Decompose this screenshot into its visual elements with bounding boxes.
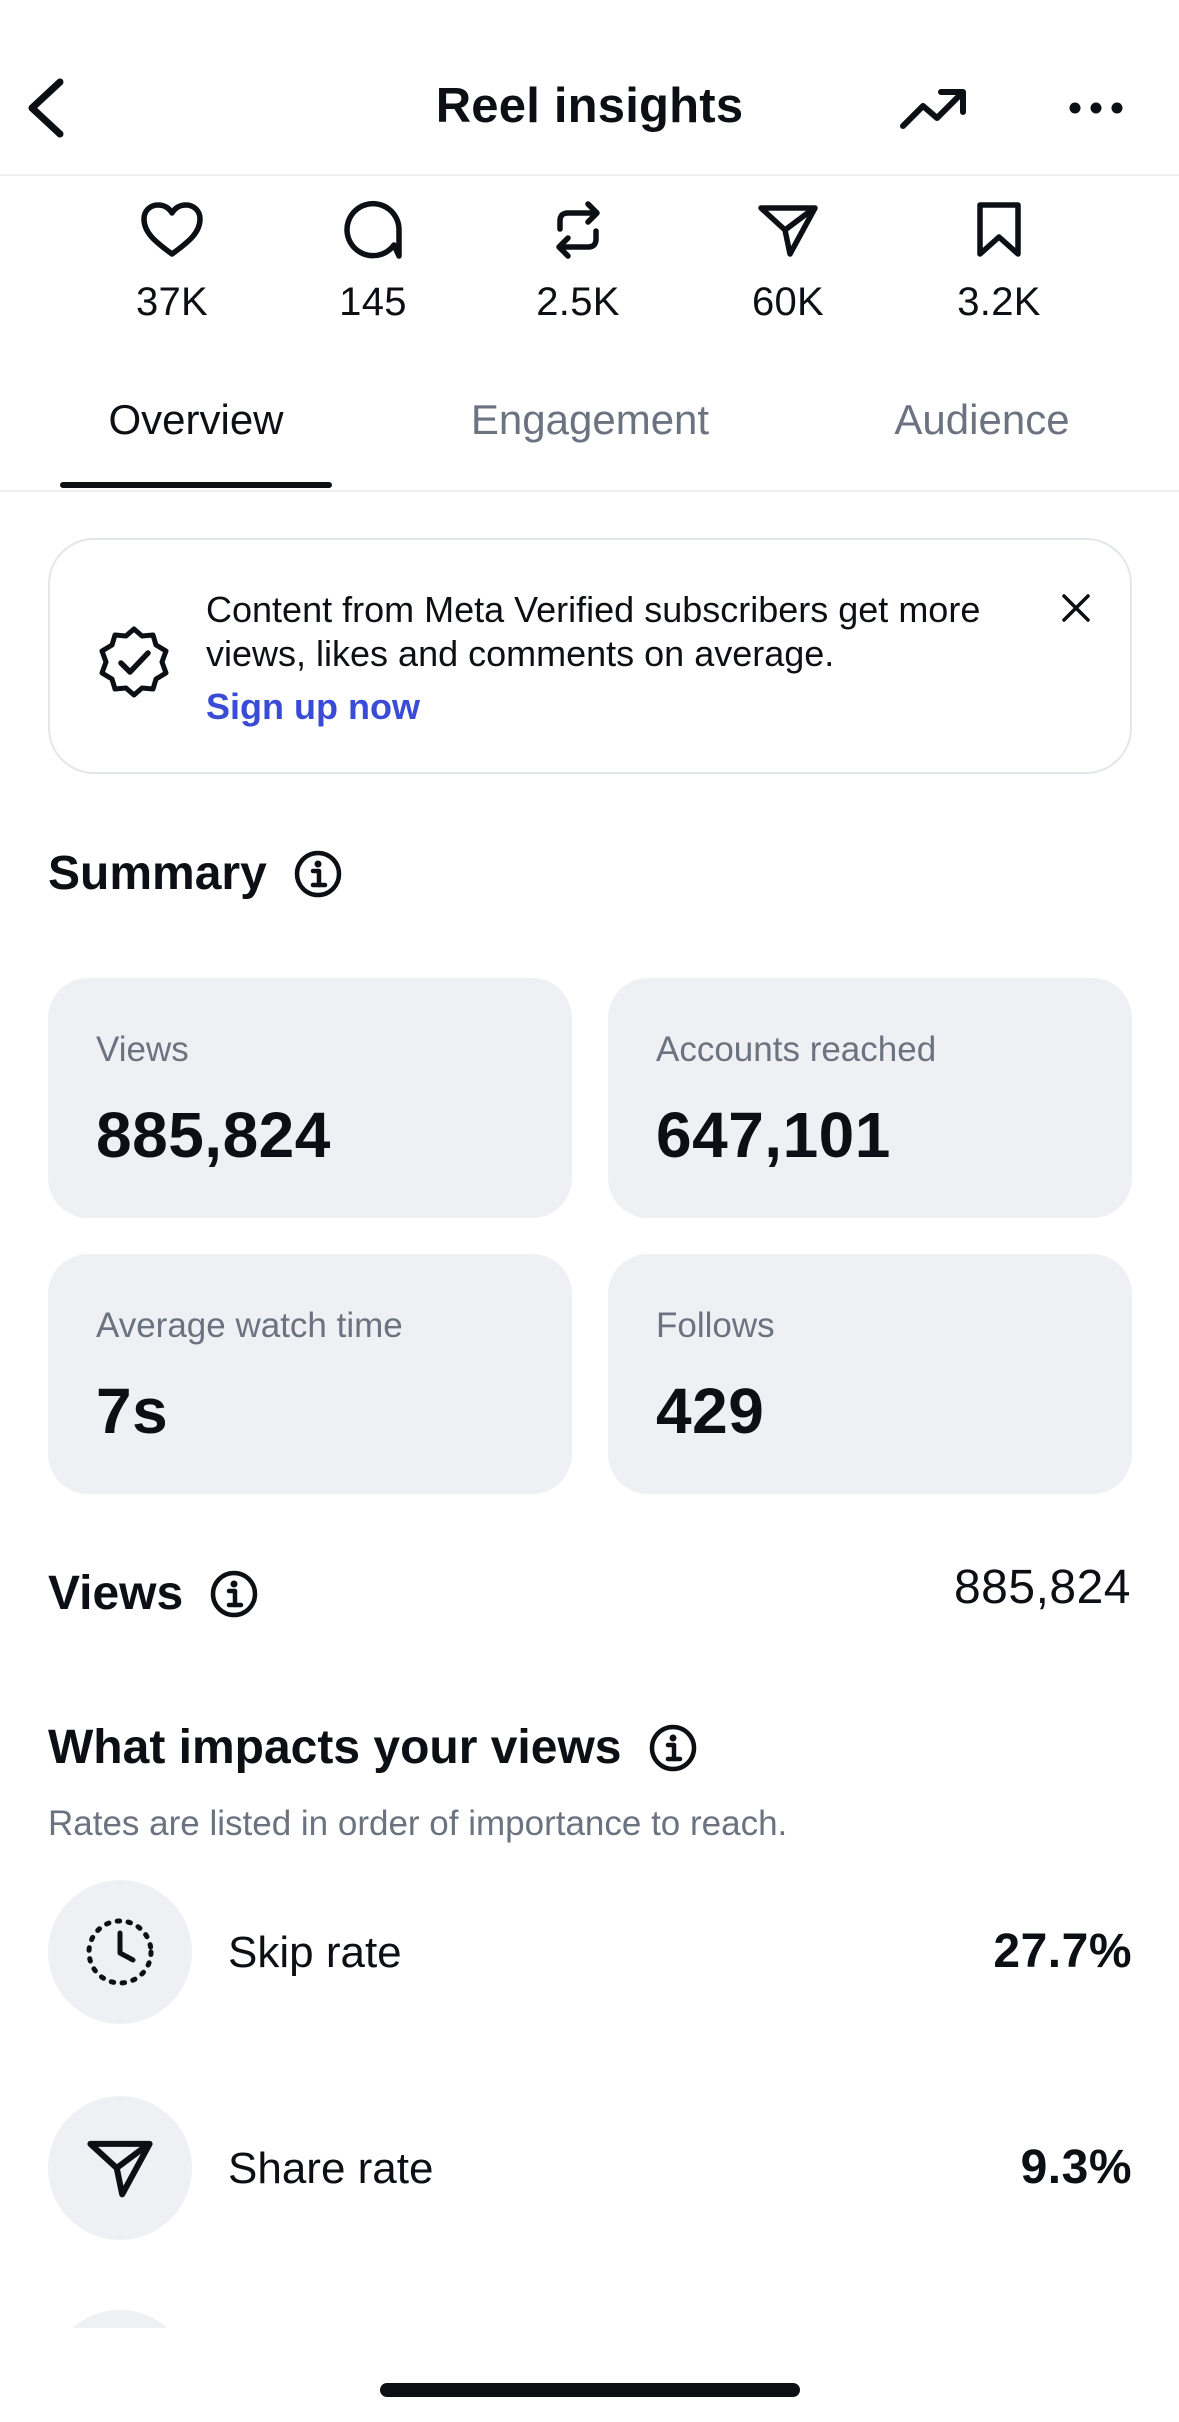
comments-stat[interactable]: 145 xyxy=(293,190,453,325)
comment-icon xyxy=(344,200,402,259)
active-tab-indicator xyxy=(60,482,332,488)
impacts-title: What impacts your views xyxy=(48,1721,622,1774)
card-value: 885,824 xyxy=(96,1099,331,1171)
verified-badge-icon xyxy=(96,624,172,700)
likes-stat[interactable]: 37K xyxy=(92,190,252,325)
share-icon xyxy=(758,205,818,257)
average-watch-time-card[interactable]: Average watch time 7s xyxy=(48,1254,572,1494)
card-label: Average watch time xyxy=(96,1306,403,1345)
share-rate-row[interactable]: Share rate 9.3% xyxy=(48,2096,1132,2240)
more-options-button[interactable] xyxy=(1060,80,1132,136)
reposts-count: 2.5K xyxy=(536,280,620,324)
card-value: 7s xyxy=(96,1375,169,1447)
bookmark-icon xyxy=(977,202,1021,257)
views-heading: Views xyxy=(48,1566,259,1621)
banner-message: Content from Meta Verified subscribers g… xyxy=(206,589,981,674)
chevron-left-icon xyxy=(28,78,64,138)
card-value: 429 xyxy=(656,1375,765,1447)
meta-verified-banner: Content from Meta Verified subscribers g… xyxy=(48,538,1132,774)
card-label: Views xyxy=(96,1030,189,1069)
impacts-subtitle: Rates are listed in order of importance … xyxy=(48,1804,788,1843)
follows-card[interactable]: Follows 429 xyxy=(608,1254,1132,1494)
likes-count: 37K xyxy=(135,280,209,324)
rate-label: Share rate xyxy=(228,2144,434,2193)
home-indicator[interactable] xyxy=(380,2383,800,2397)
card-label: Accounts reached xyxy=(656,1030,937,1069)
card-label: Follows xyxy=(656,1306,775,1345)
more-horizontal-icon xyxy=(1069,102,1123,114)
share-icon xyxy=(48,2096,192,2240)
summary-heading: Summary xyxy=(48,846,343,901)
impacts-heading: What impacts your views xyxy=(48,1720,698,1775)
reposts-stat[interactable]: 2.5K xyxy=(498,190,658,325)
heart-icon xyxy=(141,202,203,257)
back-button[interactable] xyxy=(18,72,74,144)
shares-count: 60K xyxy=(751,280,825,324)
info-icon[interactable] xyxy=(209,1569,259,1619)
comments-count: 145 xyxy=(339,280,407,324)
tab-audience[interactable]: Audience xyxy=(894,396,1070,443)
saves-stat[interactable]: 3.2K xyxy=(919,190,1079,325)
tab-engagement[interactable]: Engagement xyxy=(470,396,710,443)
banner-close-button[interactable] xyxy=(1050,582,1102,634)
page-title: Reel insights xyxy=(435,79,744,133)
views-title: Views xyxy=(48,1567,184,1620)
next-rate-icon-partial xyxy=(48,2310,192,2328)
rate-label: Skip rate xyxy=(228,1928,402,1977)
tab-overview[interactable]: Overview xyxy=(108,396,284,443)
info-icon[interactable] xyxy=(293,849,343,899)
close-icon xyxy=(1062,594,1090,622)
skip-rate-row[interactable]: Skip rate 27.7% xyxy=(48,1880,1132,2024)
rate-value: 27.7% xyxy=(993,1925,1132,1978)
timer-dotted-icon xyxy=(48,1880,192,2024)
views-total-value: 885,824 xyxy=(953,1561,1131,1614)
repost-icon xyxy=(556,201,600,259)
saves-count: 3.2K xyxy=(957,280,1041,324)
card-value: 647,101 xyxy=(656,1099,891,1171)
views-card[interactable]: Views 885,824 xyxy=(48,978,572,1218)
summary-title: Summary xyxy=(48,847,267,900)
top-bar: Reel insights xyxy=(0,0,1179,176)
sign-up-link[interactable]: Sign up now xyxy=(206,686,420,727)
trends-button[interactable] xyxy=(896,78,970,140)
info-icon[interactable] xyxy=(648,1723,698,1773)
accounts-reached-card[interactable]: Accounts reached 647,101 xyxy=(608,978,1132,1218)
insights-tabs: Overview Engagement Audience xyxy=(0,372,1179,492)
rate-value: 9.3% xyxy=(1020,2141,1132,2194)
trending-up-icon xyxy=(900,89,966,129)
shares-stat[interactable]: 60K xyxy=(708,190,868,325)
